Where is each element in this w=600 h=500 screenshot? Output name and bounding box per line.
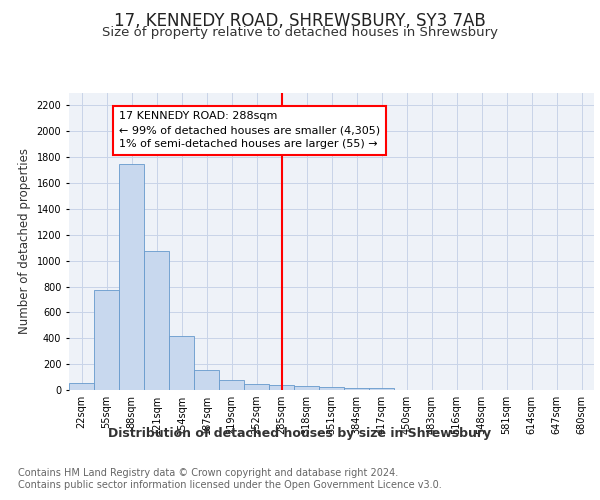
Y-axis label: Number of detached properties: Number of detached properties bbox=[18, 148, 31, 334]
Bar bbox=[344, 388, 369, 390]
Text: Distribution of detached houses by size in Shrewsbury: Distribution of detached houses by size … bbox=[109, 428, 491, 440]
Bar bbox=[94, 290, 119, 390]
Bar bbox=[319, 387, 344, 390]
Text: Contains HM Land Registry data © Crown copyright and database right 2024.: Contains HM Land Registry data © Crown c… bbox=[18, 468, 398, 477]
Bar bbox=[269, 386, 294, 390]
Bar bbox=[194, 370, 219, 390]
Bar bbox=[119, 164, 144, 390]
Text: Size of property relative to detached houses in Shrewsbury: Size of property relative to detached ho… bbox=[102, 26, 498, 39]
Bar bbox=[144, 251, 169, 390]
Bar bbox=[69, 383, 94, 390]
Bar bbox=[369, 388, 394, 390]
Bar bbox=[244, 384, 269, 390]
Text: Contains public sector information licensed under the Open Government Licence v3: Contains public sector information licen… bbox=[18, 480, 442, 490]
Bar bbox=[219, 380, 244, 390]
Bar bbox=[294, 386, 319, 390]
Text: 17 KENNEDY ROAD: 288sqm
← 99% of detached houses are smaller (4,305)
1% of semi-: 17 KENNEDY ROAD: 288sqm ← 99% of detache… bbox=[119, 112, 380, 150]
Text: 17, KENNEDY ROAD, SHREWSBURY, SY3 7AB: 17, KENNEDY ROAD, SHREWSBURY, SY3 7AB bbox=[114, 12, 486, 30]
Bar bbox=[169, 336, 194, 390]
